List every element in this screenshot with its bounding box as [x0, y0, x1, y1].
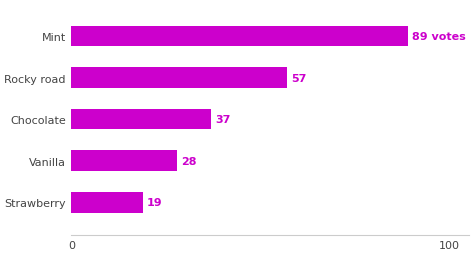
- Bar: [72, 192, 143, 213]
- Text: 19: 19: [147, 197, 163, 207]
- Text: 37: 37: [215, 115, 230, 124]
- Bar: [72, 151, 177, 171]
- Bar: [72, 26, 408, 47]
- Bar: [72, 109, 211, 130]
- Text: 57: 57: [291, 73, 306, 83]
- Bar: [72, 68, 287, 89]
- Text: 28: 28: [181, 156, 197, 166]
- Text: 89 votes: 89 votes: [412, 32, 465, 42]
